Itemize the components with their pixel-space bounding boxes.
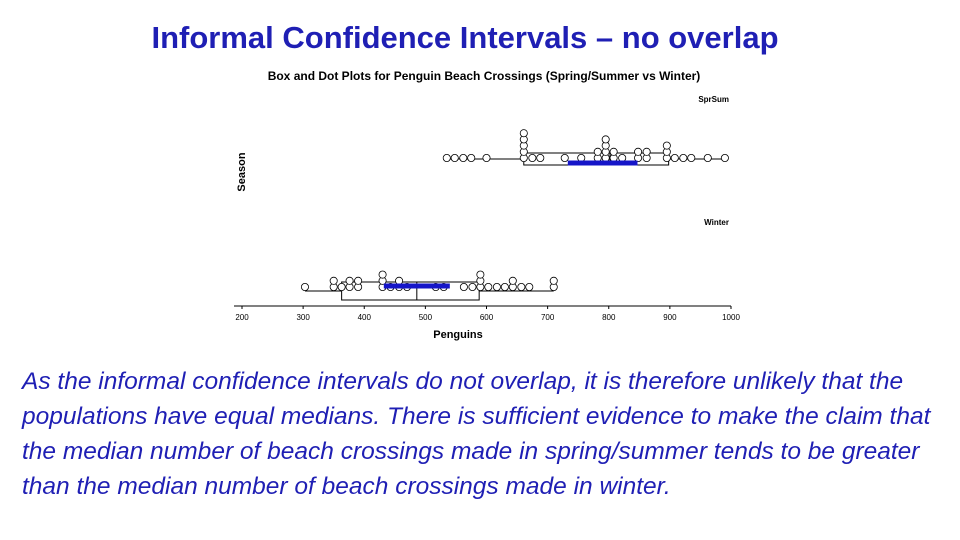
data-dot [395, 276, 404, 285]
y-axis-label: Season [236, 152, 248, 191]
data-dot [482, 154, 491, 163]
data-dot [300, 282, 309, 291]
data-dot [687, 154, 696, 163]
slide-title: Informal Confidence Intervals – no overl… [151, 20, 779, 55]
data-dot [517, 282, 526, 291]
data-dot [459, 154, 468, 163]
data-dot [536, 154, 545, 163]
data-dot [720, 154, 729, 163]
data-dot [593, 147, 602, 156]
x-axis-label: Penguins [433, 329, 483, 341]
informal-ci-bar [567, 160, 638, 166]
data-dot [329, 276, 338, 285]
data-dot [519, 129, 528, 138]
data-dot [337, 282, 346, 291]
data-dot [670, 154, 679, 163]
data-dot [609, 147, 618, 156]
x-tick-label: 300 [296, 313, 310, 322]
informal-ci-bar [383, 283, 450, 289]
series-label: SprSum [698, 95, 729, 104]
data-dot [679, 154, 688, 163]
series-sprsum: SprSum [442, 95, 729, 166]
data-dot [634, 147, 643, 156]
data-dot [560, 154, 569, 163]
data-dot [378, 270, 387, 279]
data-dot [549, 276, 558, 285]
data-dot [345, 276, 354, 285]
data-dot [492, 282, 501, 291]
conclusion-text: As the informal confidence intervals do … [22, 368, 931, 500]
series-winter: Winter [300, 218, 729, 301]
data-dot [508, 276, 517, 285]
data-dot [642, 147, 651, 156]
data-dot [467, 154, 476, 163]
data-dot [468, 282, 477, 291]
x-tick-label: 200 [235, 313, 249, 322]
data-dot [703, 154, 712, 163]
x-tick-label: 700 [541, 313, 555, 322]
box-dot-plot: Box and Dot Plots for Penguin Beach Cros… [234, 69, 740, 341]
data-dot [476, 270, 485, 279]
data-dot [525, 282, 534, 291]
data-dot [442, 154, 451, 163]
data-dot [459, 282, 468, 291]
x-tick-label: 1000 [722, 313, 740, 322]
x-tick-label: 900 [663, 313, 677, 322]
x-tick-label: 400 [358, 313, 372, 322]
data-dot [528, 154, 537, 163]
x-tick-label: 600 [480, 313, 494, 322]
data-dot [450, 154, 459, 163]
x-tick-label: 800 [602, 313, 616, 322]
data-dot [354, 276, 363, 285]
data-dot [484, 282, 493, 291]
data-dot [662, 141, 671, 150]
data-dot [601, 135, 610, 144]
x-tick-label: 500 [419, 313, 433, 322]
series-label: Winter [704, 218, 729, 227]
box [341, 281, 480, 301]
chart-title: Box and Dot Plots for Penguin Beach Cros… [268, 69, 701, 83]
data-dot [500, 282, 509, 291]
